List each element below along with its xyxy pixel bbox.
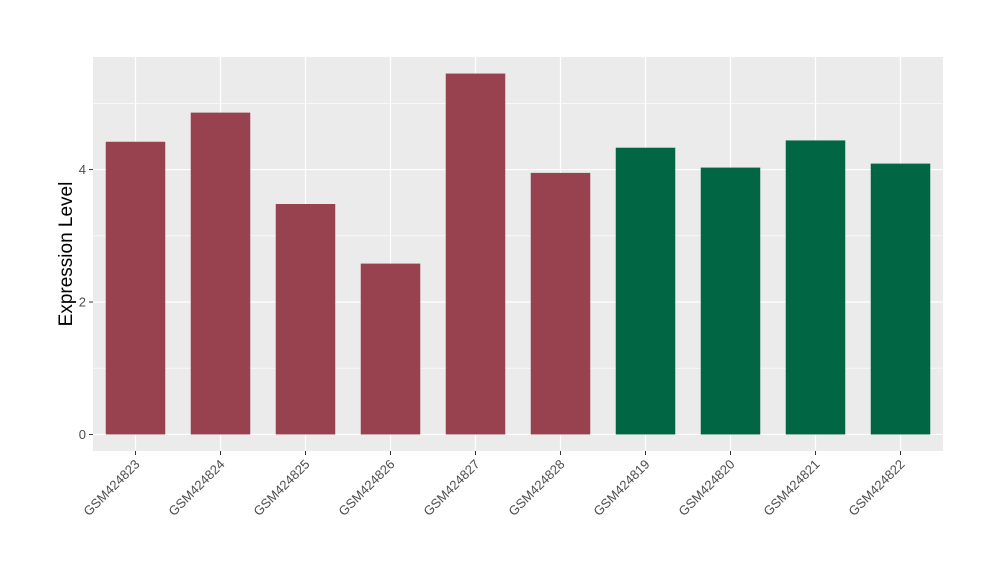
x-tick-label: GSM424828	[505, 457, 567, 519]
bar-GSM424822	[870, 163, 931, 435]
bar-GSM424821	[785, 140, 846, 435]
x-tick-label: GSM424827	[420, 457, 482, 519]
y-tick-label: 4	[79, 162, 86, 177]
bars	[105, 73, 931, 435]
bar-GSM424823	[105, 141, 166, 435]
bar-GSM424824	[190, 112, 251, 435]
x-axis: GSM424823 GSM424824 GSM424825 GSM424826 GSM4…	[80, 451, 908, 519]
x-tick-label: GSM424824	[165, 457, 227, 519]
x-tick-label: GSM424821	[760, 457, 822, 519]
bar-GSM424819	[615, 147, 676, 435]
bar-GSM424820	[700, 167, 761, 435]
x-tick-label: GSM424823	[80, 457, 142, 519]
bar-GSM424827	[445, 73, 506, 435]
bar-GSM424825	[275, 204, 336, 435]
y-tick-label: 2	[79, 295, 86, 310]
bar-GSM424828	[530, 172, 591, 435]
x-tick-label: GSM424819	[590, 457, 652, 519]
y-axis: 0 2 4	[79, 162, 93, 442]
y-axis-title: Expression Level	[56, 182, 77, 327]
bar-GSM424826	[360, 263, 421, 435]
y-tick-label: 0	[79, 427, 86, 442]
x-tick-label: GSM424822	[845, 457, 907, 519]
x-tick-label: GSM424825	[250, 457, 312, 519]
x-tick-label: GSM424820	[675, 457, 737, 519]
x-tick-label: GSM424826	[335, 457, 397, 519]
